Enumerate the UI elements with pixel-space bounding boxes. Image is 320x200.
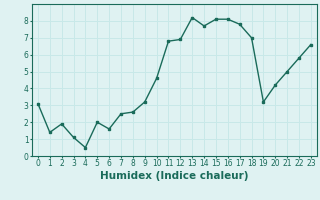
X-axis label: Humidex (Indice chaleur): Humidex (Indice chaleur) [100, 171, 249, 181]
